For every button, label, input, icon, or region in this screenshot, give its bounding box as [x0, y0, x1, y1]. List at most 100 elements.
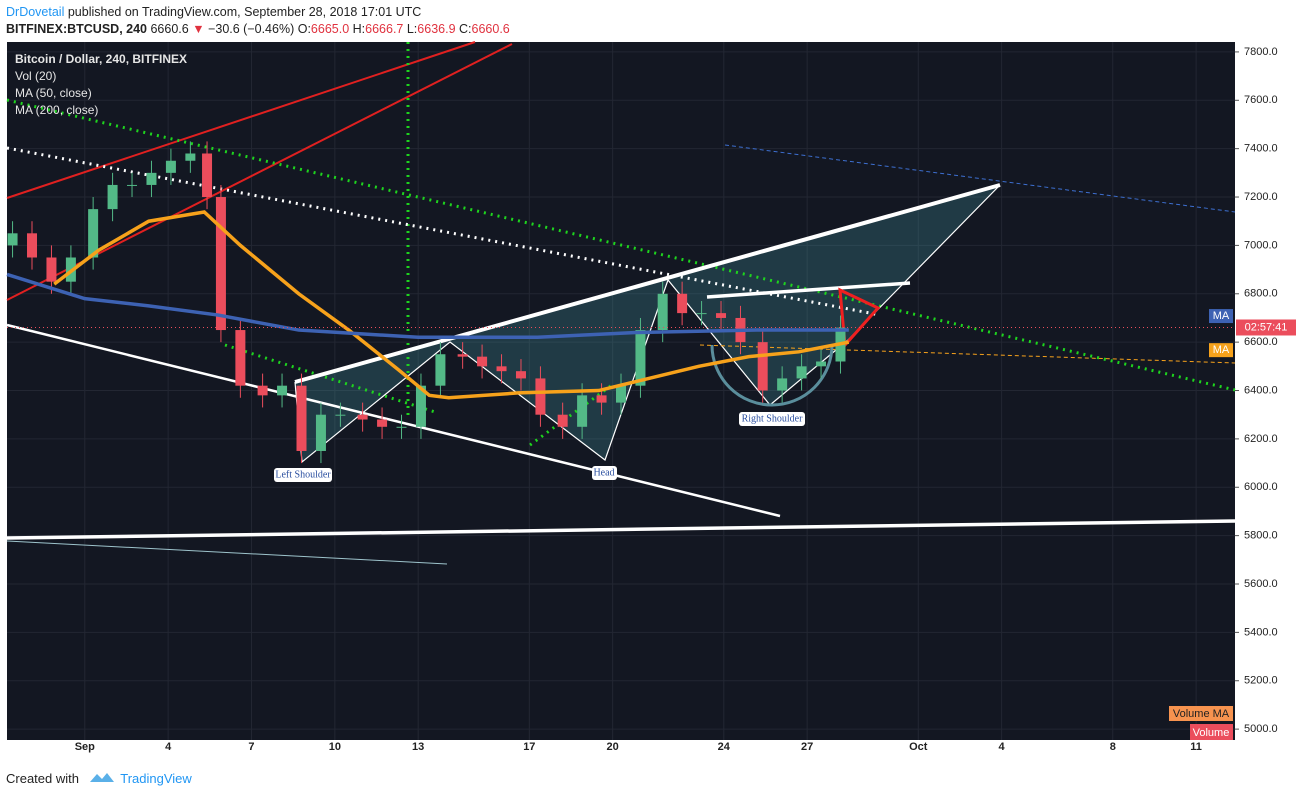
ohlc-key: O:: [297, 22, 311, 36]
x-tick-label: 8: [1110, 741, 1116, 753]
candle-body: [777, 378, 788, 391]
annotation: Left Shoulder: [275, 469, 331, 480]
candle-body: [335, 414, 346, 416]
candle-body: [127, 184, 138, 186]
y-tick-label: 5000.0: [1244, 723, 1278, 735]
candle-body: [596, 395, 607, 403]
y-tick-label: 7000.0: [1244, 239, 1278, 251]
ma-line: [6, 272, 849, 340]
x-tick-label: Sep: [75, 741, 95, 753]
time-axis: [7, 740, 1297, 762]
drawings: [6, 41, 1236, 565]
candle-body: [185, 153, 196, 161]
brand[interactable]: TradingView: [120, 771, 192, 786]
legend: Bitcoin / Dollar, 240, BITFINEX Vol (20)…: [15, 52, 187, 117]
y-tick-label: 6400.0: [1244, 384, 1278, 396]
x-tick-label: 7: [248, 741, 254, 753]
candle-body: [235, 330, 246, 386]
x-tick-label: 10: [329, 741, 341, 753]
candle-body: [796, 366, 807, 379]
candle-body: [107, 184, 118, 210]
ma-tag-label: MA: [1213, 344, 1230, 356]
series: [6, 141, 1235, 464]
annotation: Head: [593, 467, 614, 478]
candle-body: [257, 385, 268, 396]
candle-body: [296, 385, 307, 451]
ma-tag: [1209, 343, 1233, 358]
change: −30.6 (−0.46%): [208, 22, 295, 36]
candle-body: [46, 257, 57, 282]
candle-body: [202, 153, 213, 198]
candle-body: [657, 293, 668, 331]
indicator: MA (200, close): [15, 103, 98, 117]
x-tick-label: 27: [801, 741, 813, 753]
ohlc-value: 6660.6: [471, 22, 510, 36]
ma-tag: [1209, 309, 1233, 324]
published: published on TradingView.com, September …: [67, 5, 422, 19]
candle-body: [146, 172, 157, 185]
volume-label: Volume: [1193, 727, 1230, 739]
y-tick-label: 6800.0: [1244, 288, 1278, 300]
price-axis: [1235, 42, 1297, 740]
candle-body: [557, 414, 568, 427]
price: 6660.6: [150, 22, 189, 36]
candle-body: [7, 233, 18, 246]
ohlc-key: C:: [459, 22, 472, 36]
ma-line: [53, 210, 850, 400]
created: Created with: [6, 771, 79, 786]
y-tick-label: 6600.0: [1244, 336, 1278, 348]
y-tick-label: 5600.0: [1244, 578, 1278, 590]
candle-body: [27, 233, 38, 258]
candle-body: [635, 330, 646, 386]
volume-tags: Volume MA Volume: [1169, 706, 1233, 740]
author[interactable]: DrDovetail: [6, 5, 65, 19]
countdown-bg: [1236, 319, 1296, 336]
candle-body: [616, 385, 626, 403]
candle-body: [435, 354, 446, 386]
ohlc-value: 6666.7: [365, 22, 404, 36]
candle-body: [415, 385, 426, 427]
countdown: 02:57:41: [1245, 321, 1288, 333]
chart-title: Bitcoin / Dollar, 240, BITFINEX: [15, 52, 187, 66]
candle-body: [515, 371, 526, 379]
ohlc-key: H:: [352, 22, 366, 36]
candle-body: [88, 209, 99, 258]
candle-body: [535, 378, 546, 415]
x-tick-label: 4: [999, 741, 1006, 753]
y-tick-label: 6200.0: [1244, 433, 1278, 445]
grid: [7, 42, 1235, 740]
x-tick-label: 17: [523, 741, 535, 753]
header: DrDovetail published on TradingView.com,…: [6, 4, 510, 38]
ohlc-key: L:: [406, 22, 418, 36]
y-tick-label: 6000.0: [1244, 481, 1278, 493]
candle-body: [677, 293, 688, 314]
candle-body: [696, 313, 707, 315]
ma-tag-label: MA: [1213, 310, 1230, 322]
x-tick-label: Oct: [909, 741, 928, 753]
candle-body: [396, 426, 407, 428]
ohlc: O:6665.0 H:6666.7 L:6636.9 C:6660.6: [298, 22, 510, 36]
ohlc-value: 6636.9: [417, 22, 456, 36]
publish-line: DrDovetail published on TradingView.com,…: [6, 4, 510, 21]
candle-body: [716, 313, 727, 318]
y-tick-label: 7600.0: [1244, 94, 1278, 106]
candle-body: [577, 395, 588, 427]
quote-line: BITFINEX:BTCUSD, 240 6660.6 ▼ −30.6 (−0.…: [6, 21, 510, 38]
chart: Left Shoulder Head Right Shoulder Bitcoi…: [6, 41, 1297, 762]
candle-body: [215, 197, 226, 331]
x-tick-label: 11: [1190, 741, 1202, 753]
candle-body: [457, 354, 468, 357]
volume-label: Volume MA: [1173, 708, 1230, 720]
y-tick-label: 7800.0: [1244, 46, 1278, 58]
y-tick-label: 5400.0: [1244, 626, 1278, 638]
arrow: ▼: [192, 22, 205, 36]
annotation: Right Shoulder: [742, 413, 804, 424]
candle-body: [757, 342, 768, 391]
symbol: BITFINEX:BTCUSD, 240: [6, 22, 147, 36]
indicator: Vol (20): [15, 69, 56, 83]
x-tick-label: 20: [607, 741, 619, 753]
candle-body: [496, 366, 507, 372]
candle-body: [816, 361, 827, 367]
x-tick-label: 13: [412, 741, 424, 753]
